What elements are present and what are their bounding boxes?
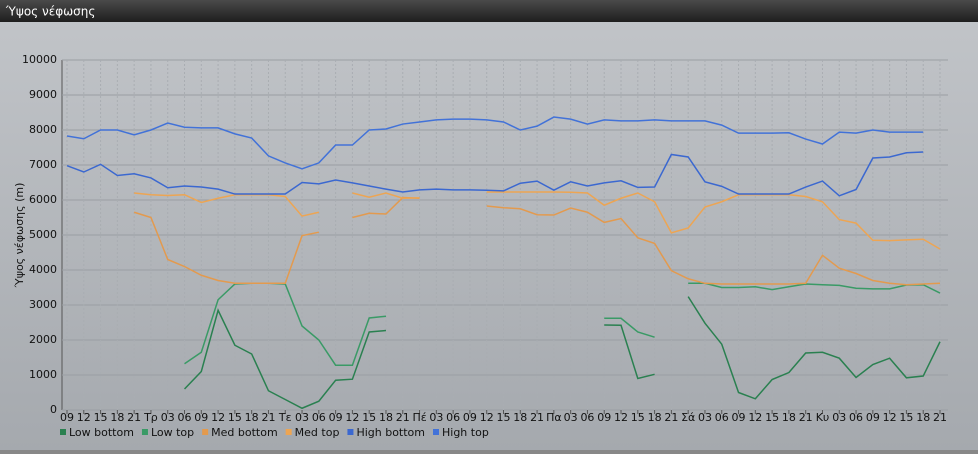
series-line [183,296,941,410]
legend-label: Med top [295,426,340,439]
x-tick-label: 15 [362,411,376,424]
x-tick-label: 06 [580,411,594,424]
title-bar [0,0,978,22]
y-tick-label: 3000 [29,298,57,311]
x-tick-label: 18 [245,411,259,424]
x-tick-label: 12 [480,411,494,424]
legend-swatch [285,429,292,435]
x-tick-label: 12 [77,411,91,424]
y-tick-label: 8000 [29,123,57,136]
y-tick-label: 4000 [29,263,57,276]
x-tick-label: 18 [379,411,393,424]
x-tick-label: 09 [463,411,477,424]
y-tick-label: 7000 [29,158,57,171]
y-tick-label: 6000 [29,193,57,206]
x-tick-label: 06 [446,411,460,424]
x-tick-label: Τρ [143,411,158,424]
x-tick-label: 12 [748,411,762,424]
x-tick-label: 06 [312,411,326,424]
x-tick-label: 15 [94,411,108,424]
x-tick-label: Κυ [816,411,830,424]
x-tick-label: 21 [127,411,141,424]
legend-swatch [347,429,354,435]
y-tick-label: 5000 [29,228,57,241]
x-tick-label: 06 [849,411,863,424]
x-tick-label: 09 [866,411,880,424]
x-tick-label: Πέ [412,411,426,424]
legend-label: Low top [151,426,194,439]
chart-title: Ύψος νέφωσης [5,5,95,19]
x-tick-label: 12 [883,411,897,424]
x-tick-label: 21 [664,411,678,424]
x-tick-label: 12 [614,411,628,424]
legend-label: Low bottom [69,426,134,439]
legend-swatch [60,429,66,435]
x-tick-label: 18 [782,411,796,424]
legend-swatch [433,429,439,435]
x-tick-label: 18 [648,411,662,424]
y-tick-label: 10000 [22,53,57,66]
x-tick-label: 15 [899,411,913,424]
x-tick-label: 21 [261,411,275,424]
x-tick-label: 21 [799,411,813,424]
x-tick-label: 15 [631,411,645,424]
x-tick-label: Πα [546,411,562,424]
series-line [66,116,924,170]
y-tick-label: 2000 [29,333,57,346]
x-tick-label: 12 [211,411,225,424]
legend-label: Med bottom [211,426,278,439]
y-tick-label: 1000 [29,368,57,381]
y-tick-label: 0 [50,403,57,416]
x-tick-label: 21 [396,411,410,424]
x-tick-label: 12 [345,411,359,424]
series-line [66,151,924,197]
x-tick-label: 15 [765,411,779,424]
x-tick-label: 09 [732,411,746,424]
y-tick-label: 9000 [29,88,57,101]
x-tick-label: 21 [530,411,544,424]
x-tick-label: 09 [597,411,611,424]
x-tick-label: 06 [715,411,729,424]
y-axis-label: Ύψος νέφωσης (m) [13,183,26,289]
x-tick-label: 03 [832,411,846,424]
x-tick-label: Τε [278,411,292,424]
x-tick-label: 03 [698,411,712,424]
x-tick-label: 06 [178,411,192,424]
legend-swatch [141,429,148,435]
x-tick-label: 03 [161,411,175,424]
x-tick-label: 09 [60,411,74,424]
x-tick-label: 15 [228,411,242,424]
x-tick-label: 18 [513,411,527,424]
x-tick-label: 18 [110,411,124,424]
series-line [134,191,941,250]
x-tick-label: 03 [429,411,443,424]
x-tick-label: 09 [329,411,343,424]
x-tick-label: 21 [933,411,947,424]
x-tick-label: 15 [497,411,511,424]
x-tick-label: 18 [916,411,930,424]
x-tick-label: 09 [194,411,208,424]
x-tick-label: 03 [295,411,309,424]
x-tick-label: Σά [681,411,695,424]
legend-label: High bottom [356,426,425,439]
legend-label: High top [442,426,489,439]
x-tick-label: 03 [564,411,578,424]
legend-swatch [202,429,209,435]
